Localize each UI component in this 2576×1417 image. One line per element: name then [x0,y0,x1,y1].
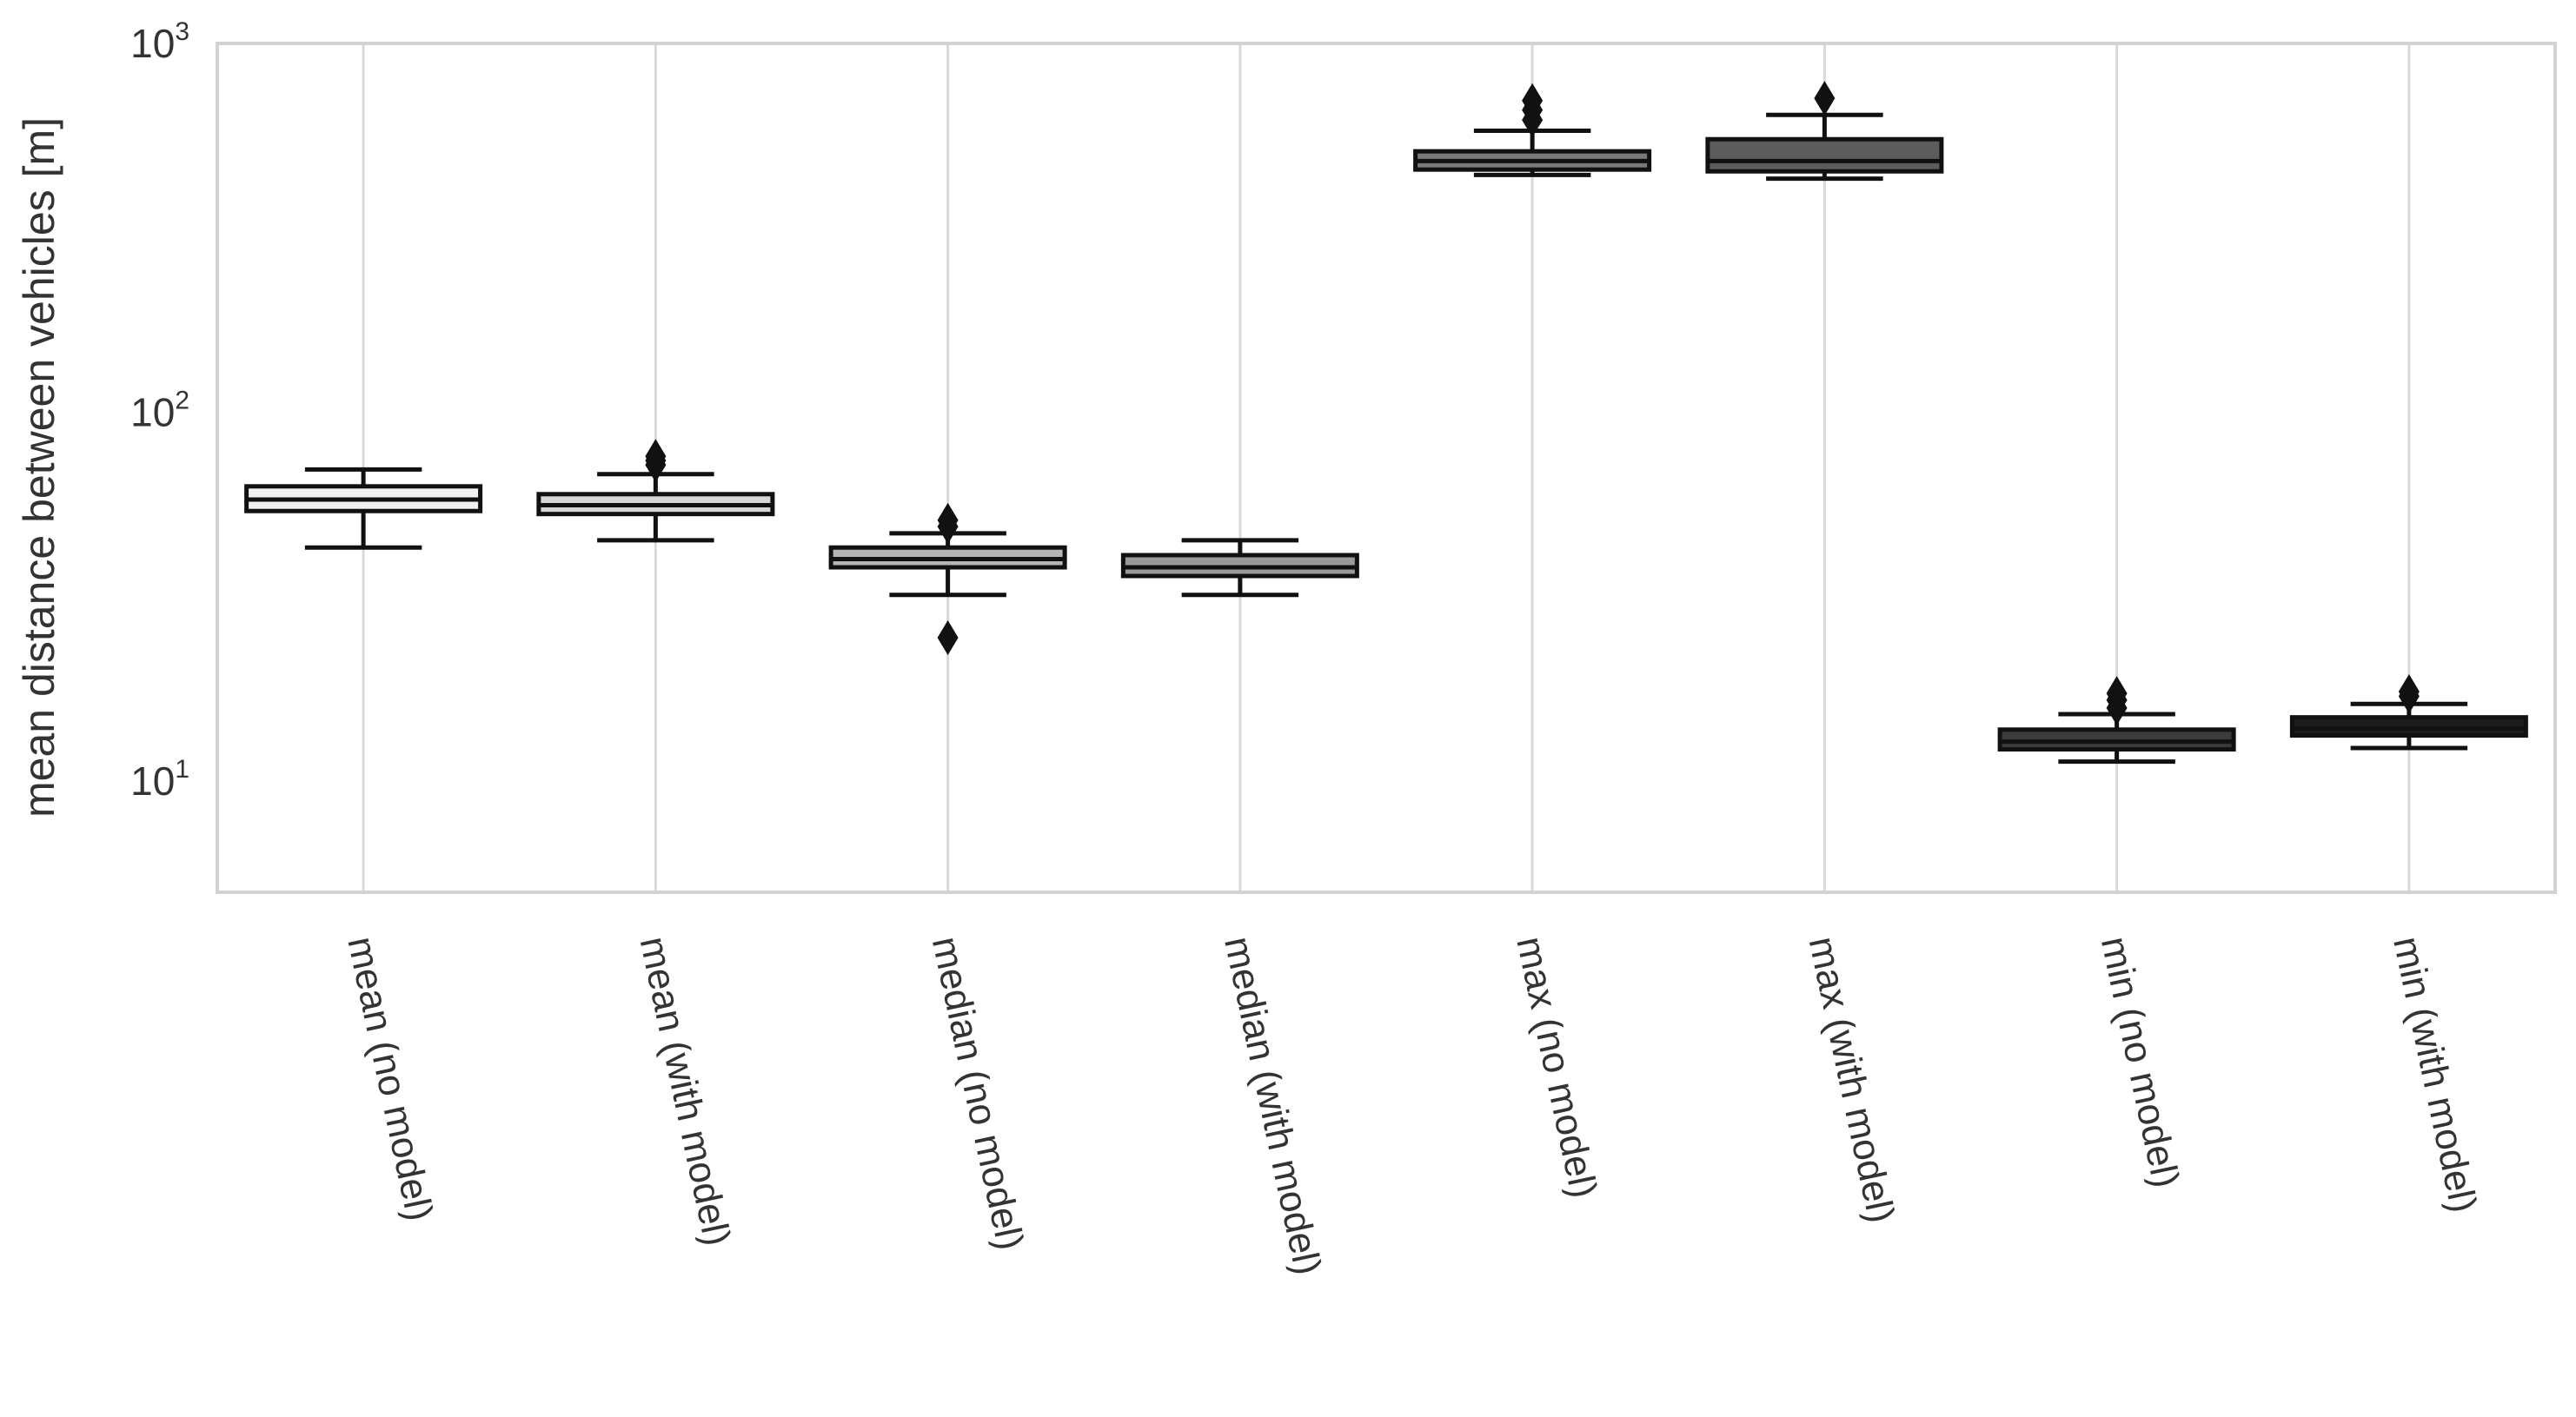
x-tick-label: mean (with model) [632,933,739,1249]
x-tick-label: median (with model) [1216,933,1329,1279]
outlier-marker [1814,81,1836,116]
x-tick-label: max (with model) [1801,933,1903,1227]
outlier-marker [937,619,959,655]
box-group [1413,83,1652,177]
box-group [1120,538,1359,598]
x-tick-label: median (no model) [924,933,1032,1254]
box-group [1997,676,2236,765]
x-tick-label: mean (no model) [339,933,441,1225]
y-tick-labels: 101 102 103 [130,17,189,804]
box-layer [244,81,2528,765]
outlier-marker [1522,83,1544,118]
y-axis-label: mean distance between vehicles [m] [15,117,63,818]
box-group [2289,673,2528,751]
box-iqr [1997,727,2236,752]
box-group [1705,81,1944,182]
box-iqr [1705,136,1944,174]
outlier-marker [2398,673,2420,709]
outlier-marker [937,502,959,538]
x-tick-label: min (with model) [2385,933,2485,1216]
y-tick-label: 101 [130,755,189,804]
box-group [244,467,483,550]
x-tick-label: max (no model) [1508,933,1604,1202]
y-tick-label: 103 [130,17,189,66]
x-tick-label: min (no model) [2093,933,2188,1191]
outlier-marker [2106,676,2128,712]
plot-frame [216,42,2557,894]
box-group [828,502,1067,655]
box-group [536,439,775,543]
x-tick-labels: mean (no model) mean (with model) median (… [339,933,2485,1279]
grid-layer [362,43,2411,892]
y-tick-label: 102 [130,387,189,435]
outlier-marker [645,439,667,474]
